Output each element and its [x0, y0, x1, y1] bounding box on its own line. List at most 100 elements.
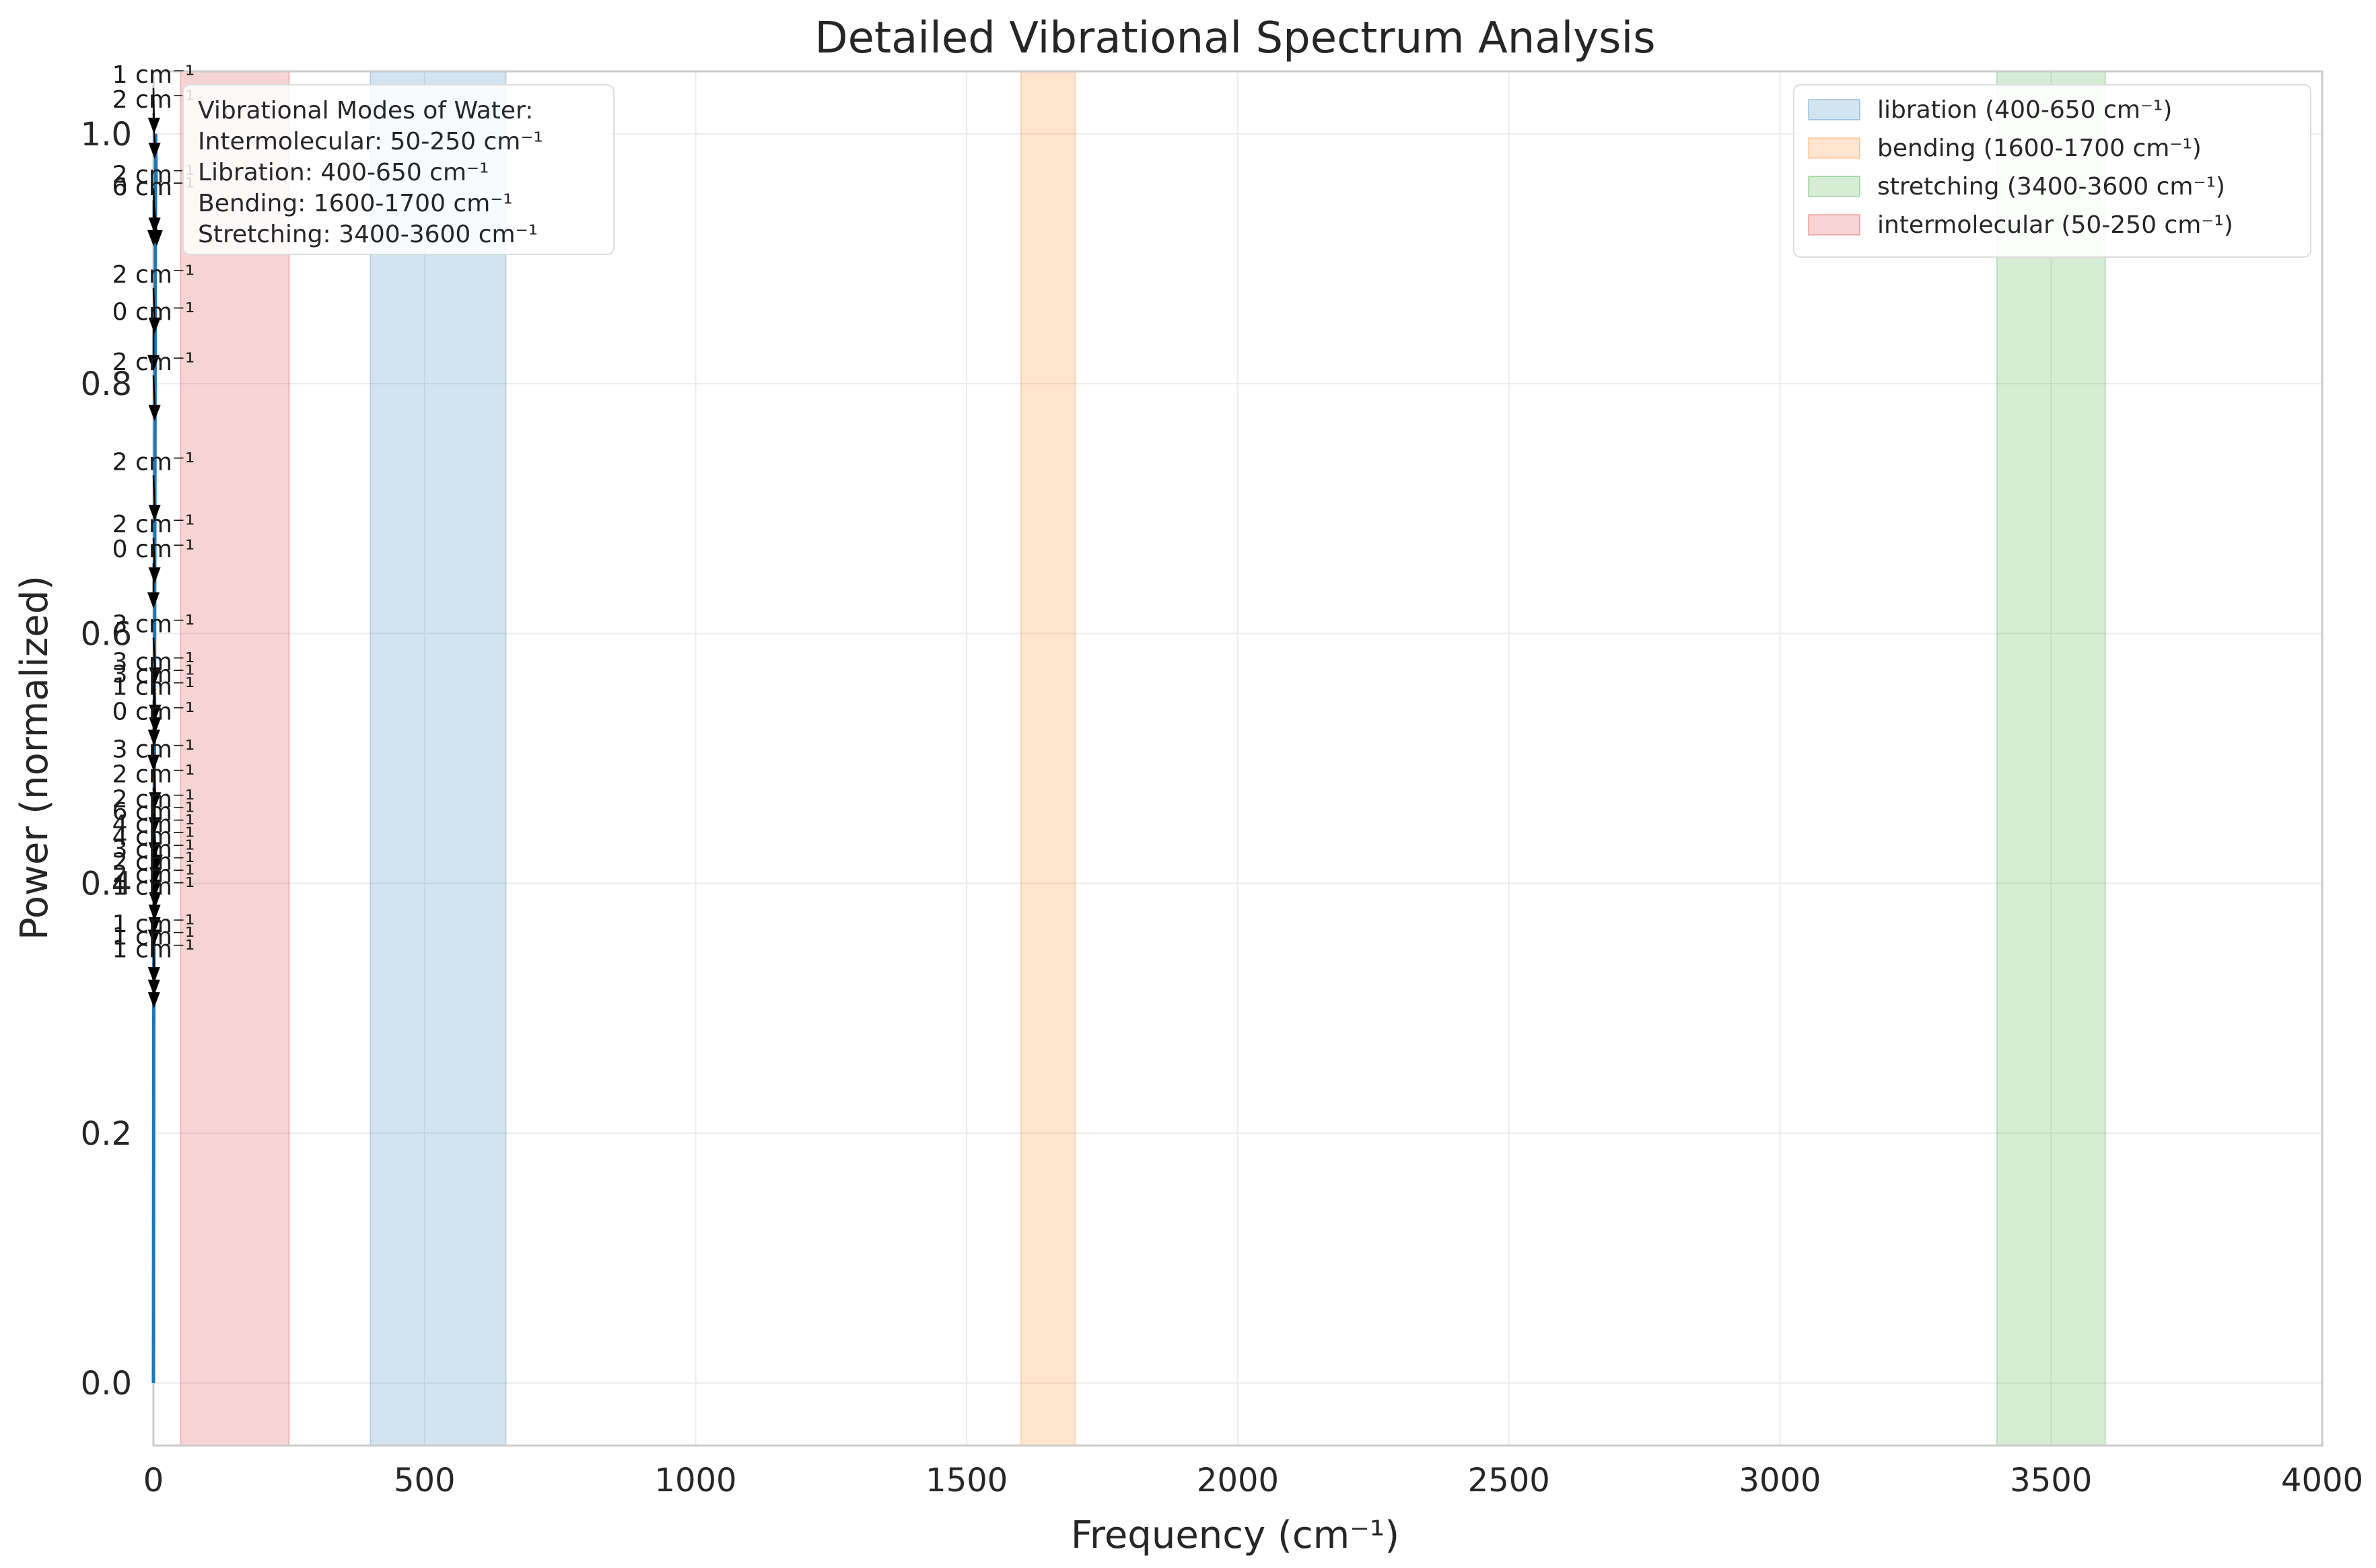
peak-annotation-label: 1 cm⁻¹ [112, 61, 195, 89]
y-tick-label: 0.2 [81, 1115, 132, 1153]
peak-annotation: 2 cm⁻¹ [112, 261, 195, 334]
x-tick-label: 2500 [1468, 1462, 1550, 1499]
legend-label: intermolecular (50-250 cm⁻¹) [1877, 211, 2233, 239]
peak-annotation: 3 cm⁻¹ [112, 661, 195, 734]
peak-annotation: 0 cm⁻¹ [112, 536, 195, 609]
annotation-arrow-shaft [152, 287, 155, 320]
legend-label: bending (1600-1700 cm⁻¹) [1877, 135, 2202, 162]
annotation-arrow-head [148, 505, 161, 522]
peak-annotation: 2 cm⁻¹ [112, 86, 195, 159]
x-tick-label: 3500 [2010, 1462, 2092, 1499]
peak-annotation: 2 cm⁻¹ [112, 448, 195, 522]
peak-annotation: 2 cm⁻¹ [112, 349, 195, 421]
peak-annotation-label: 2 cm⁻¹ [112, 86, 195, 114]
x-tick-label: 1000 [654, 1462, 736, 1499]
peak-annotation-label: 2 cm⁻¹ [112, 261, 195, 289]
band-bending [1020, 71, 1076, 1446]
peak-annotation: 4 cm⁻¹ [112, 823, 195, 896]
peak-annotation-label: 2 cm⁻¹ [112, 786, 195, 814]
annotation-arrow-head [148, 404, 161, 421]
peak-annotation: 0 cm⁻¹ [112, 174, 195, 246]
peak-annotation-label: 2 cm⁻¹ [112, 760, 195, 788]
info-box-line: Intermolecular: 50-250 cm⁻¹ [198, 128, 543, 155]
peak-annotation-label: 0 cm⁻¹ [112, 699, 195, 726]
peak-annotation: 6 cm⁻¹ [112, 174, 195, 246]
peak-annotation-label: 2 cm⁻¹ [112, 861, 195, 888]
annotation-arrow-shaft [152, 850, 157, 883]
peak-annotation-label: 3 cm⁻¹ [112, 611, 195, 639]
annotation-arrow-head [147, 992, 160, 1009]
peak-annotation-label: 2 cm⁻¹ [112, 349, 195, 376]
peak-annotation-label: 6 cm⁻¹ [112, 798, 195, 826]
annotation-arrow-head [148, 142, 161, 159]
annotation-arrow-head [148, 317, 161, 334]
legend: libration (400-650 cm⁻¹) bending (1600-17… [1793, 84, 2311, 258]
peak-annotation: 6 cm⁻¹ [112, 798, 195, 871]
peak-annotation-label: 4 cm⁻¹ [112, 811, 195, 839]
peak-annotation: 3 cm⁻¹ [112, 611, 195, 684]
chart-title: Detailed Vibrational Spectrum Analysis [814, 13, 1655, 63]
info-box-background [182, 84, 615, 255]
peak-annotation: 2 cm⁻¹ [112, 511, 195, 584]
x-tick-label: 3000 [1739, 1462, 1821, 1499]
legend-swatch [1808, 214, 1860, 236]
x-tick-label: 2000 [1197, 1462, 1279, 1499]
x-tick-label: 4000 [2281, 1462, 2363, 1499]
peak-annotation: 1 cm⁻¹ [112, 935, 195, 1009]
peak-annotation-label: 3 cm⁻¹ [112, 836, 195, 863]
x-axis-label: Frequency (cm⁻¹) [1071, 1513, 1399, 1557]
peak-annotation-label: 1 cm⁻¹ [112, 673, 195, 701]
peak-annotation-label: 3 cm⁻¹ [112, 661, 195, 688]
peak-annotation-label: 4 cm⁻¹ [112, 823, 195, 851]
peak-annotations: 1 cm⁻¹2 cm⁻¹2 cm⁻¹0 cm⁻¹6 cm⁻¹2 cm⁻¹0 cm… [112, 61, 195, 1009]
annotation-arrow-head [149, 717, 162, 734]
legend-label: stretching (3400-3600 cm⁻¹) [1877, 173, 2225, 201]
y-axis-label: Power (normalized) [13, 575, 57, 940]
peak-annotation: 0 cm⁻¹ [112, 299, 195, 371]
peak-annotation-label: 1 cm⁻¹ [112, 935, 195, 963]
annotation-arrow-shaft [152, 375, 155, 408]
info-box-line: Libration: 400-650 cm⁻¹ [198, 159, 489, 186]
x-tick-label: 1500 [925, 1462, 1008, 1499]
annotation-arrow-head [148, 567, 161, 584]
plot-area: 0 500 1000 1500 2000 2500 3000 3500 4000 0.0 0.2 0.… [81, 61, 2363, 1499]
annotation-arrow-head [147, 355, 160, 371]
annotation-arrow-shaft [152, 824, 158, 858]
annotation-arrow-shaft [152, 900, 155, 933]
peak-annotation-label: 1 cm⁻¹ [112, 873, 195, 900]
annotation-arrow-head [149, 667, 162, 684]
peak-annotation-label: 1 cm⁻¹ [112, 923, 195, 951]
peak-annotation-label: 0 cm⁻¹ [112, 174, 195, 201]
peak-annotation-label: 3 cm⁻¹ [112, 648, 195, 676]
annotation-arrow-head [147, 592, 160, 609]
peak-annotation: 4 cm⁻¹ [112, 811, 195, 884]
y-tick-label: 0.8 [81, 365, 132, 403]
x-tick-label: 500 [394, 1462, 456, 1499]
annotation-arrow-shaft [152, 538, 155, 571]
band-intermolecular [180, 71, 290, 1446]
peak-annotation-label: 1 cm⁻¹ [112, 911, 195, 938]
annotation-arrow-shaft [152, 112, 155, 145]
peak-annotation-label: 0 cm⁻¹ [112, 299, 195, 326]
peak-annotation: 3 cm⁻¹ [112, 736, 195, 809]
x-tick-label: 0 [143, 1462, 164, 1499]
annotation-arrow-shaft [152, 475, 155, 508]
y-tick-label: 0.4 [81, 865, 132, 903]
band-stretching [1996, 71, 2106, 1446]
annotation-arrow-shaft [152, 962, 155, 995]
annotation-arrow-head [150, 229, 163, 246]
info-box-line: Bending: 1600-1700 cm⁻¹ [198, 190, 513, 217]
annotation-arrow-shaft [152, 762, 156, 795]
legend-swatch [1808, 176, 1860, 197]
annotation-arrow-head [149, 880, 162, 896]
annotation-arrow-head [148, 217, 161, 234]
peak-annotation-label: 2 cm⁻¹ [112, 511, 195, 538]
peak-annotation-label: 2 cm⁻¹ [112, 848, 195, 876]
peak-annotation-label: 0 cm⁻¹ [112, 536, 195, 563]
info-box-line: Stretching: 3400-3600 cm⁻¹ [198, 221, 538, 248]
peak-annotation-label: 2 cm⁻¹ [112, 448, 195, 476]
legend-swatch [1808, 137, 1860, 159]
info-box-line: Vibrational Modes of Water: [198, 97, 533, 124]
legend-background [1793, 84, 2311, 258]
